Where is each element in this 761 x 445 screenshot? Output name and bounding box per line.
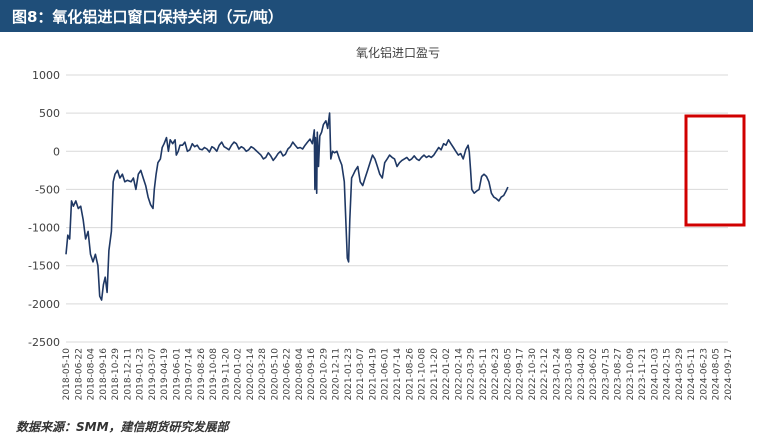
x-tick-label: 2022-10-30 bbox=[528, 348, 538, 401]
grid-lines bbox=[66, 74, 728, 343]
x-tick-label: 2019-10-08 bbox=[209, 348, 219, 401]
y-tick-label: 0 bbox=[53, 145, 60, 158]
x-tick-label: 2023-07-15 bbox=[601, 348, 611, 400]
x-tick-label: 2019-07-14 bbox=[185, 348, 195, 401]
x-tick-label: 2022-02-14 bbox=[454, 348, 464, 401]
x-tick-label: 2021-08-26 bbox=[405, 348, 415, 401]
x-tick-label: 2022-06-23 bbox=[491, 348, 501, 400]
x-tick-label: 2021-11-20 bbox=[430, 348, 440, 401]
x-tick-label: 2022-12-12 bbox=[540, 348, 550, 400]
source-note: 数据来源：SMM，建信期货研究发展部 bbox=[16, 420, 229, 434]
x-tick-label: 2019-03-07 bbox=[148, 348, 158, 400]
y-tick-label: 1000 bbox=[32, 69, 60, 82]
chart-title: 氧化铝进口盈亏 bbox=[356, 45, 440, 60]
x-tick-label: 2018-05-10 bbox=[62, 348, 72, 401]
x-tick-label: 2020-03-28 bbox=[258, 348, 268, 401]
x-tick-label: 2022-03-29 bbox=[467, 348, 477, 401]
x-tick-label: 2024-05-11 bbox=[687, 348, 697, 400]
x-tick-label: 2020-09-16 bbox=[307, 348, 317, 401]
x-tick-label: 2024-01-03 bbox=[650, 348, 660, 400]
figure-header: 图8：氧化铝进口窗口保持关闭（元/吨） bbox=[0, 0, 753, 32]
y-tick-label: -1000 bbox=[28, 222, 60, 235]
x-tick-label: 2024-02-15 bbox=[663, 348, 673, 400]
x-tick-label: 2019-06-01 bbox=[172, 348, 182, 400]
x-tick-label: 2019-08-26 bbox=[197, 348, 207, 401]
x-tick-label: 2018-10-29 bbox=[111, 348, 121, 401]
x-tick-label: 2024-08-05 bbox=[712, 348, 722, 400]
x-tick-label: 2023-06-02 bbox=[589, 348, 599, 400]
x-tick-label: 2021-03-07 bbox=[356, 348, 366, 400]
x-tick-label: 2020-06-22 bbox=[283, 348, 293, 400]
x-tick-label: 2022-08-05 bbox=[503, 348, 513, 400]
highlight-box bbox=[684, 114, 746, 227]
y-tick-label: -2500 bbox=[28, 336, 60, 349]
x-tick-label: 2020-08-04 bbox=[295, 348, 305, 401]
x-tick-label: 2021-04-19 bbox=[368, 348, 378, 401]
x-tick-label: 2024-06-23 bbox=[699, 348, 709, 400]
x-tick-label: 2022-01-02 bbox=[442, 348, 452, 400]
x-tick-label: 2024-09-17 bbox=[724, 348, 734, 400]
x-tick-label: 2023-04-20 bbox=[577, 348, 587, 401]
x-tick-label: 2018-06-22 bbox=[74, 348, 84, 400]
series-line bbox=[65, 112, 509, 301]
y-tick-label: -500 bbox=[35, 183, 60, 196]
x-tick-label: 2021-07-14 bbox=[393, 348, 403, 401]
x-tick-label: 2019-04-19 bbox=[160, 348, 170, 401]
y-tick-label: -2000 bbox=[28, 298, 60, 311]
x-tick-label: 2020-02-14 bbox=[246, 348, 256, 401]
x-tick-label: 2020-01-02 bbox=[234, 348, 244, 400]
x-tick-label: 2018-12-11 bbox=[123, 348, 133, 400]
series-group bbox=[65, 112, 509, 301]
line-chart: 氧化铝进口盈亏 1000 500 0 -500 -1000 -1500 -2000 -2500… bbox=[28, 45, 746, 401]
x-tick-label: 2021-06-01 bbox=[381, 348, 391, 400]
x-tick-label: 2018-09-16 bbox=[99, 348, 109, 401]
x-tick-label: 2018-08-04 bbox=[87, 348, 97, 401]
y-tick-label: -1500 bbox=[28, 260, 60, 273]
x-tick-label: 2023-03-08 bbox=[565, 348, 575, 401]
x-tick-label: 2023-08-27 bbox=[614, 348, 624, 400]
x-tick-label: 2022-05-11 bbox=[479, 348, 489, 400]
figure-title: 图8：氧化铝进口窗口保持关闭（元/吨） bbox=[12, 8, 283, 26]
x-tick-label: 2024-03-29 bbox=[675, 348, 685, 401]
x-tick-label: 2020-10-29 bbox=[319, 348, 329, 401]
x-tick-label: 2019-11-20 bbox=[221, 348, 231, 401]
x-tick-label: 2021-10-08 bbox=[418, 348, 428, 401]
x-tick-label: 2023-10-09 bbox=[626, 348, 636, 401]
x-tick-label: 2022-09-17 bbox=[516, 348, 526, 400]
x-tick-label: 2019-01-23 bbox=[136, 348, 146, 400]
x-tick-label: 2023-01-24 bbox=[552, 348, 562, 401]
x-tick-label: 2021-01-23 bbox=[344, 348, 354, 400]
x-tick-label: 2020-05-10 bbox=[270, 348, 280, 401]
x-tick-label: 2020-12-11 bbox=[332, 348, 342, 400]
y-axis-ticks: 1000 500 0 -500 -1000 -1500 -2000 -2500 bbox=[28, 69, 60, 349]
y-tick-label: 500 bbox=[39, 107, 60, 120]
x-axis-ticks: 2018-05-10 2018-06-22 2018-08-04 2018-09-16… bbox=[62, 348, 734, 401]
x-tick-label: 2023-11-21 bbox=[638, 348, 648, 400]
